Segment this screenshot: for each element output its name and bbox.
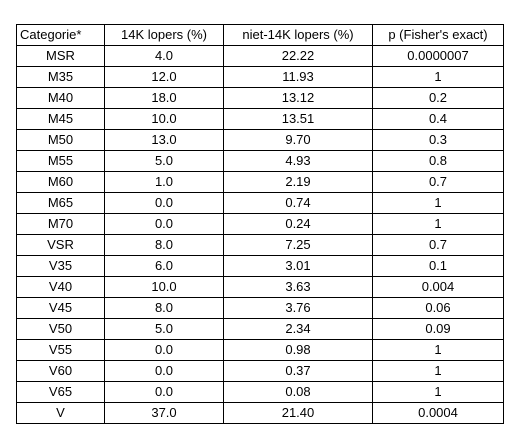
14k-runners-cell: 13.0 — [104, 129, 224, 151]
14k-runners-cell: 6.0 — [104, 255, 224, 277]
14k-runners-cell: 0.0 — [104, 381, 224, 403]
p-value-cell: 1 — [372, 213, 504, 235]
non-14k-runners-cell: 0.24 — [223, 213, 373, 235]
category-cell: V45 — [16, 297, 105, 319]
non-14k-runners-cell: 0.37 — [223, 360, 373, 382]
category-cell: V65 — [16, 381, 105, 403]
p-value-cell: 1 — [372, 339, 504, 361]
p-value-cell: 0.7 — [372, 234, 504, 256]
non-14k-runners-cell: 0.08 — [223, 381, 373, 403]
p-value-cell: 0.0000007 — [372, 45, 504, 67]
table-row: M45 10.0 13.51 0.4 — [16, 108, 504, 130]
table-row: M40 18.0 13.12 0.2 — [16, 87, 504, 109]
table-row: M50 13.0 9.70 0.3 — [16, 129, 504, 151]
p-value-cell: 0.1 — [372, 255, 504, 277]
non-14k-runners-cell: 7.25 — [223, 234, 373, 256]
category-cell: M45 — [16, 108, 105, 130]
header-category: Categorie* — [16, 24, 105, 46]
14k-runners-cell: 0.0 — [104, 192, 224, 214]
p-value-cell: 0.06 — [372, 297, 504, 319]
category-cell: V40 — [16, 276, 105, 298]
category-cell: V55 — [16, 339, 105, 361]
14k-runners-cell: 18.0 — [104, 87, 224, 109]
category-cell: M60 — [16, 171, 105, 193]
table-row: V35 6.0 3.01 0.1 — [16, 255, 504, 277]
p-value-cell: 0.3 — [372, 129, 504, 151]
non-14k-runners-cell: 13.51 — [223, 108, 373, 130]
table-row: M65 0.0 0.74 1 — [16, 192, 504, 214]
table-row: VSR 8.0 7.25 0.7 — [16, 234, 504, 256]
p-value-cell: 0.09 — [372, 318, 504, 340]
table-row: V60 0.0 0.37 1 — [16, 360, 504, 382]
non-14k-runners-cell: 2.19 — [223, 171, 373, 193]
category-cell: M65 — [16, 192, 105, 214]
14k-runners-cell: 12.0 — [104, 66, 224, 88]
14k-runners-cell: 5.0 — [104, 318, 224, 340]
non-14k-runners-cell: 0.74 — [223, 192, 373, 214]
header-non-14k-runners: niet-14K lopers (%) — [223, 24, 373, 46]
category-cell: M55 — [16, 150, 105, 172]
table-row: V55 0.0 0.98 1 — [16, 339, 504, 361]
p-value-cell: 1 — [372, 66, 504, 88]
results-table-container: Categorie* 14K lopers (%) niet-14K loper… — [16, 24, 504, 424]
table-row: V 37.0 21.40 0.0004 — [16, 402, 504, 424]
category-cell: M70 — [16, 213, 105, 235]
table-row: V45 8.0 3.76 0.06 — [16, 297, 504, 319]
category-cell: MSR — [16, 45, 105, 67]
14k-runners-cell: 8.0 — [104, 297, 224, 319]
category-cell: V60 — [16, 360, 105, 382]
table-body: MSR 4.0 22.22 0.0000007 M35 12.0 11.93 1 M40 18.0… — [16, 45, 504, 424]
table-row: V40 10.0 3.63 0.004 — [16, 276, 504, 298]
table-row: M55 5.0 4.93 0.8 — [16, 150, 504, 172]
non-14k-runners-cell: 4.93 — [223, 150, 373, 172]
category-cell: V35 — [16, 255, 105, 277]
14k-runners-cell: 10.0 — [104, 276, 224, 298]
non-14k-runners-cell: 3.01 — [223, 255, 373, 277]
category-cell: VSR — [16, 234, 105, 256]
14k-runners-cell: 1.0 — [104, 171, 224, 193]
p-value-cell: 0.0004 — [372, 402, 504, 424]
category-cell: M35 — [16, 66, 105, 88]
table-row: M70 0.0 0.24 1 — [16, 213, 504, 235]
table-row: V50 5.0 2.34 0.09 — [16, 318, 504, 340]
table-row: V65 0.0 0.08 1 — [16, 381, 504, 403]
14k-runners-cell: 4.0 — [104, 45, 224, 67]
non-14k-runners-cell: 13.12 — [223, 87, 373, 109]
14k-runners-cell: 0.0 — [104, 339, 224, 361]
p-value-cell: 0.004 — [372, 276, 504, 298]
non-14k-runners-cell: 22.22 — [223, 45, 373, 67]
table-row: M35 12.0 11.93 1 — [16, 66, 504, 88]
p-value-cell: 0.8 — [372, 150, 504, 172]
header-14k-runners: 14K lopers (%) — [104, 24, 224, 46]
category-cell: V50 — [16, 318, 105, 340]
non-14k-runners-cell: 3.76 — [223, 297, 373, 319]
category-cell: M50 — [16, 129, 105, 151]
14k-runners-cell: 8.0 — [104, 234, 224, 256]
p-value-cell: 1 — [372, 360, 504, 382]
category-cell: V — [16, 402, 105, 424]
header-p-value: p (Fisher's exact) — [372, 24, 504, 46]
p-value-cell: 0.4 — [372, 108, 504, 130]
14k-runners-cell: 0.0 — [104, 213, 224, 235]
table-header-row: Categorie* 14K lopers (%) niet-14K loper… — [16, 24, 504, 46]
14k-runners-cell: 5.0 — [104, 150, 224, 172]
non-14k-runners-cell: 11.93 — [223, 66, 373, 88]
results-table: Categorie* 14K lopers (%) niet-14K loper… — [16, 24, 504, 424]
non-14k-runners-cell: 0.98 — [223, 339, 373, 361]
category-cell: M40 — [16, 87, 105, 109]
table-row: MSR 4.0 22.22 0.0000007 — [16, 45, 504, 67]
p-value-cell: 1 — [372, 192, 504, 214]
table-row: M60 1.0 2.19 0.7 — [16, 171, 504, 193]
non-14k-runners-cell: 2.34 — [223, 318, 373, 340]
non-14k-runners-cell: 21.40 — [223, 402, 373, 424]
14k-runners-cell: 10.0 — [104, 108, 224, 130]
p-value-cell: 1 — [372, 381, 504, 403]
non-14k-runners-cell: 9.70 — [223, 129, 373, 151]
14k-runners-cell: 37.0 — [104, 402, 224, 424]
non-14k-runners-cell: 3.63 — [223, 276, 373, 298]
14k-runners-cell: 0.0 — [104, 360, 224, 382]
p-value-cell: 0.2 — [372, 87, 504, 109]
p-value-cell: 0.7 — [372, 171, 504, 193]
